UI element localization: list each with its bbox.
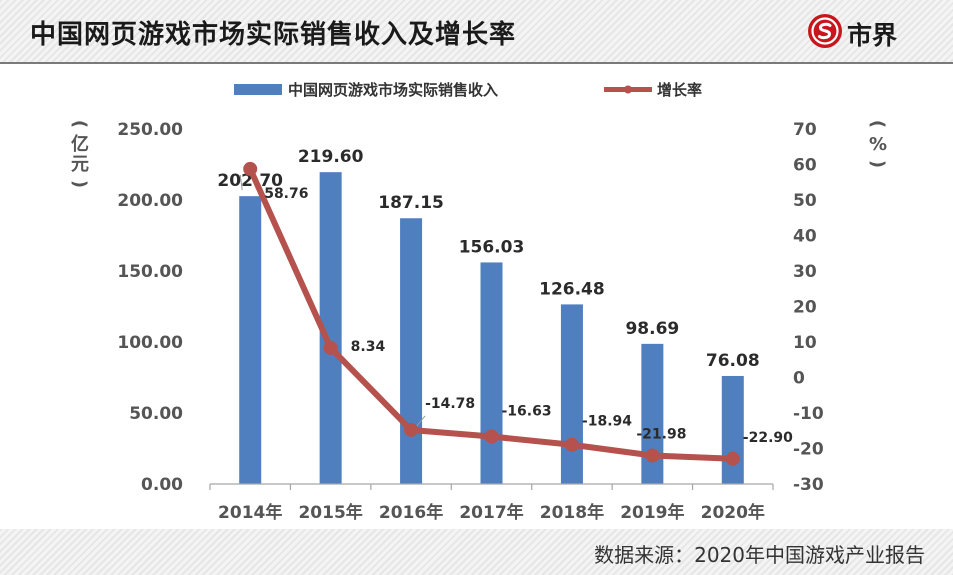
left-unit-char: ) xyxy=(69,180,90,188)
right-tick-label: 70 xyxy=(793,120,817,140)
revenue-value-label: 98.69 xyxy=(625,319,679,339)
revenue-bar xyxy=(641,343,664,484)
right-unit-char: ) xyxy=(867,160,888,168)
growth-value-label: -18.94 xyxy=(582,414,632,430)
growth-value-label: -22.90 xyxy=(743,430,793,446)
growth-point xyxy=(243,161,258,176)
leader-line xyxy=(239,174,243,191)
left-tick-label: 150.00 xyxy=(117,262,183,282)
revenue-value-label: 219.60 xyxy=(298,147,364,167)
revenue-value-label: 202.70 xyxy=(217,171,283,191)
legend-swatch-revenue xyxy=(234,84,282,95)
x-tick-label: 2019年 xyxy=(620,502,684,523)
chart-legend: 中国网页游戏市场实际销售收入 增长率 xyxy=(234,81,702,99)
x-tick-label: 2016年 xyxy=(379,502,443,523)
growth-value-label: -14.78 xyxy=(425,396,475,412)
x-axis-ticks: 2014年 2015年 2016年 2017年 2018年 2019年 2020年 xyxy=(218,502,765,523)
revenue-bar xyxy=(480,262,503,484)
right-tick-label: -30 xyxy=(793,475,824,495)
growth-line xyxy=(243,161,740,466)
growth-value-label: -16.63 xyxy=(502,404,552,420)
right-tick-label: 60 xyxy=(793,156,817,176)
left-tick-label: 250.00 xyxy=(117,120,183,140)
revenue-bars xyxy=(239,172,744,484)
growth-point xyxy=(725,451,740,466)
revenue-bar xyxy=(400,218,423,484)
right-unit-char: % xyxy=(869,134,887,155)
right-tick-label: 30 xyxy=(793,262,817,282)
right-tick-label: 50 xyxy=(793,191,817,211)
left-unit-char: ( xyxy=(69,120,90,128)
revenue-bar xyxy=(721,375,744,484)
x-tick-label: 2017年 xyxy=(459,502,523,523)
legend-label-revenue: 中国网页游戏市场实际销售收入 xyxy=(288,81,498,99)
left-tick-label: 100.00 xyxy=(117,333,183,353)
left-tick-label: 50.00 xyxy=(129,404,183,424)
right-tick-label: 20 xyxy=(793,298,817,318)
source-note: 数据来源：2020年中国游戏产业报告 xyxy=(594,543,925,567)
right-unit-char: ( xyxy=(867,120,888,128)
revenue-bar xyxy=(560,304,583,484)
revenue-bar xyxy=(239,196,262,484)
growth-point xyxy=(564,437,579,452)
growth-point xyxy=(645,448,660,463)
right-axis-unit: (%) xyxy=(867,120,888,168)
revenue-bar-labels: 202.70 219.60 187.15 156.03 126.48 98.69 76.08 xyxy=(217,147,759,371)
growth-point xyxy=(404,422,419,437)
left-unit-char: 亿 xyxy=(71,133,89,155)
left-tick-label: 0.00 xyxy=(141,475,183,495)
left-tick-label: 200.00 xyxy=(117,191,183,211)
revenue-value-label: 126.48 xyxy=(539,279,605,299)
growth-point xyxy=(484,429,499,444)
x-tick-label: 2020年 xyxy=(701,502,765,523)
growth-value-label: 8.34 xyxy=(351,339,386,355)
right-tick-label: 40 xyxy=(793,227,817,247)
growth-point xyxy=(323,340,338,355)
left-unit-char: 元 xyxy=(71,154,89,175)
brand-name: 市界 xyxy=(847,21,898,50)
growth-value-label: 58.76 xyxy=(264,186,308,202)
s-coin-icon xyxy=(808,14,842,48)
x-tick-label: 2015年 xyxy=(298,502,362,523)
x-tick-label: 2014年 xyxy=(218,502,282,523)
title-banner: 中国网页游戏市场实际销售收入及增长率 市界 xyxy=(0,0,953,62)
right-tick-label: 0 xyxy=(793,369,805,389)
header-divider xyxy=(0,62,953,64)
left-axis-unit: ( 亿元) xyxy=(69,120,90,188)
growth-labels: 58.76 8.34 -14.78 -16.63 -18.94-21.98 -22.90 xyxy=(264,186,793,446)
revenue-value-label: 156.03 xyxy=(459,237,525,257)
left-axis-ticks: 0.00 50.00 100.00 150.00 200.00 250.00 xyxy=(117,120,183,495)
source-footer: 数据来源：2020年中国游戏产业报告 xyxy=(0,529,953,575)
revenue-value-label: 187.15 xyxy=(378,193,444,213)
legend-marker-growth xyxy=(624,85,632,94)
right-axis-ticks: -30 -20 -10 0 10 20 30 40 50 60 70 xyxy=(793,120,824,495)
x-axis xyxy=(209,483,774,490)
chart-title: 中国网页游戏市场实际销售收入及增长率 xyxy=(30,20,517,50)
growth-value-label: -21.98 xyxy=(636,427,686,443)
revenue-value-label: 76.08 xyxy=(706,351,760,371)
right-tick-label: -20 xyxy=(793,440,824,460)
legend-label-growth: 增长率 xyxy=(657,81,702,99)
right-tick-label: -10 xyxy=(793,404,824,424)
x-tick-label: 2018年 xyxy=(540,502,604,523)
right-tick-label: 10 xyxy=(793,333,817,353)
revenue-bar xyxy=(319,172,342,484)
combo-chart: 中国网页游戏市场实际销售收入 增长率 (亿元) (%) 0.0050.00100.… xyxy=(69,81,888,523)
